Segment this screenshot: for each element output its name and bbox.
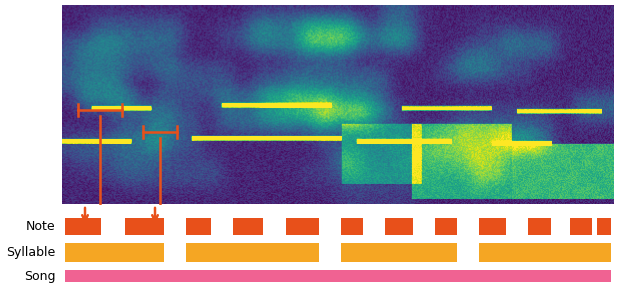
Bar [65,218,101,235]
Bar [529,218,550,235]
Bar [285,218,318,235]
Text: Song: Song [24,270,56,283]
Bar [233,218,264,235]
Bar [479,218,506,235]
Bar [65,270,611,282]
Bar [186,243,318,262]
Text: Note: Note [26,220,56,233]
Bar [186,218,211,235]
Bar [65,243,164,262]
Bar [126,218,164,235]
Bar [385,218,412,235]
Bar [570,218,592,235]
Bar [479,243,611,262]
Bar [435,218,457,235]
Text: Syllable: Syllable [6,246,56,259]
Bar [341,218,363,235]
Bar [598,218,611,235]
Bar [341,243,457,262]
